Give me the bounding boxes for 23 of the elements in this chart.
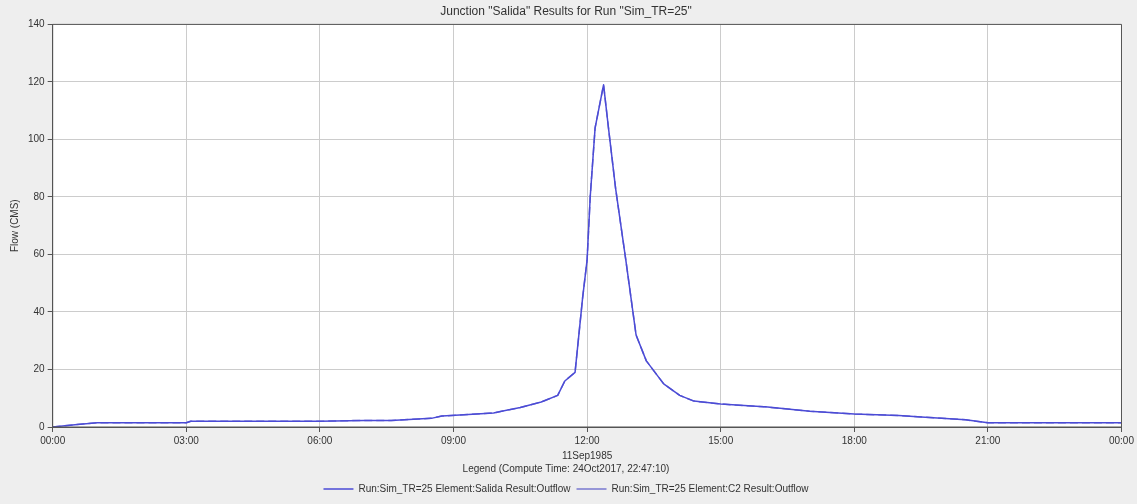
- x-tick-label: 00:00: [40, 434, 66, 446]
- y-tick-label: 60: [33, 248, 46, 260]
- x-tick-label: 03:00: [173, 434, 200, 446]
- y-tick-label: 20: [33, 363, 46, 375]
- legend-label: Run:Sim_TR=25 Element:C2 Result:Outflow: [611, 482, 810, 494]
- x-tick-label: 15:00: [708, 434, 734, 446]
- y-tick-label: 100: [28, 133, 46, 145]
- x-tick-label: 12:00: [574, 434, 601, 446]
- legend-title: Legend (Compute Time: 24Oct2017, 22:47:10): [462, 462, 670, 474]
- y-tick-label: 0: [39, 420, 46, 432]
- x-tick-label: 09:00: [440, 434, 467, 446]
- y-tick-label: 140: [28, 18, 46, 30]
- chart-title: Junction "Salida" Results for Run "Sim_TR=25": [440, 3, 692, 18]
- y-tick-label: 80: [33, 190, 46, 202]
- x-tick-label: 18:00: [841, 434, 868, 446]
- legend-label: Run:Sim_TR=25 Element:Salida Result:Outflow: [358, 482, 572, 494]
- x-tick-label: 00:00: [1108, 434, 1135, 446]
- x-tick-label: 06:00: [307, 434, 333, 446]
- y-tick-label: 40: [33, 305, 46, 317]
- y-tick-label: 120: [28, 75, 46, 87]
- y-axis-title: Flow (CMS): [8, 199, 20, 253]
- x-axis-title: 11Sep1985: [561, 449, 613, 461]
- x-tick-label: 21:00: [975, 434, 1001, 446]
